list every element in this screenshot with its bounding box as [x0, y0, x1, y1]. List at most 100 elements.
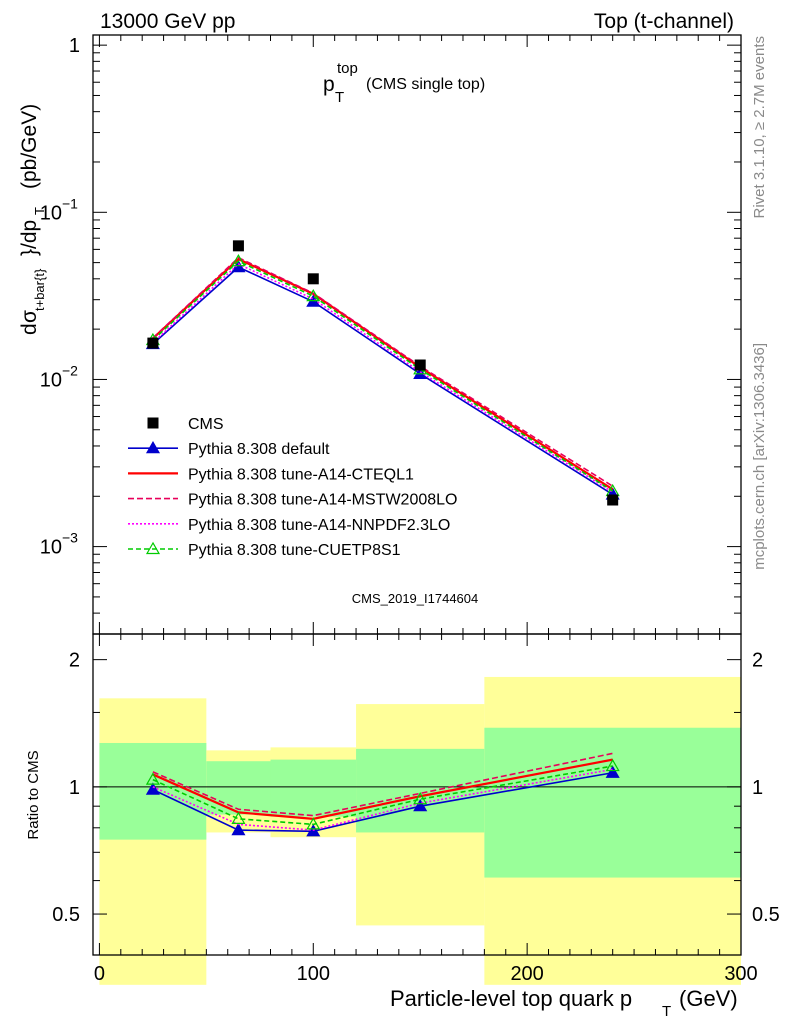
main-y-tick-label-1: 10 −1 — [40, 195, 78, 224]
header-left: 13000 GeV pp — [100, 10, 235, 33]
ylabel-sub: t+bar{t} — [32, 268, 47, 311]
ratio-series-4 — [145, 758, 620, 830]
x-tick-label-300: 300 — [724, 963, 757, 985]
ratio-series-0 — [145, 765, 620, 837]
ratio-line-3 — [152, 768, 613, 831]
ratio-y-tick-label-left-2: 0.5 — [52, 904, 80, 926]
ratio-uncertainty-bands — [93, 676, 741, 985]
legend-marker-0 — [147, 417, 159, 429]
title-sub: T — [335, 89, 344, 106]
ratio-point-0-0 — [145, 782, 160, 795]
y-axis-label: d σ t+bar{t} }/dp T (pb/GeV) — [18, 104, 47, 335]
title-note: (CMS single top) — [366, 76, 485, 93]
y-tick-exp-2: −2 — [62, 362, 78, 378]
main-axes: 110−110−210−3 — [40, 34, 742, 635]
title-main: p — [323, 73, 335, 96]
ratio-point-4-0 — [145, 772, 160, 785]
ylabel-rest: }/dp — [18, 220, 41, 256]
main-point-4-2 — [306, 288, 321, 302]
ratio-y-tick-label-left-1: 1 — [69, 777, 80, 799]
main-y-tick-label-3: 10 −3 — [40, 530, 78, 559]
title-sup: top — [337, 60, 358, 77]
main-line-2 — [152, 256, 614, 487]
header-right: Top (t-channel) — [594, 10, 734, 33]
ylabel-subT: T — [32, 207, 47, 215]
ratio-y-tick-label-right-2: 0.5 — [752, 904, 780, 926]
analysis-watermark: CMS_2019_I1744604 — [352, 591, 479, 606]
ratio-point-4-4 — [605, 758, 620, 772]
green-band-2 — [270, 759, 357, 817]
legend-entry-5: Pythia 8.308 tune-CUETP8S1 — [128, 541, 401, 559]
y-tick-base-3: 10 — [40, 537, 62, 559]
ratio-y-tick-label-right-1: 1 — [752, 777, 763, 799]
plot-title: p top T (CMS single top) — [323, 60, 485, 106]
main-plot-area — [145, 240, 620, 506]
y-tick-exp-3: −3 — [62, 530, 78, 546]
legend-entry-1: Pythia 8.308 default — [128, 440, 330, 458]
cms-point-3 — [414, 359, 426, 371]
main-series-0 — [145, 259, 620, 500]
legend-marker-1 — [145, 440, 161, 454]
mcplots-label: mcplots.cern.ch [arXiv:1306.3436] — [751, 343, 768, 570]
xlabel-unit: (GeV) — [679, 986, 738, 1011]
legend-label-5: Pythia 8.308 tune-CUETP8S1 — [188, 542, 401, 559]
legend-entry-0: CMS — [147, 416, 224, 433]
cms-point-4 — [607, 494, 619, 506]
ratio-point-0-1 — [231, 822, 246, 836]
main-line-4 — [152, 260, 614, 492]
ratio-axes: 0 100 200 300 2 2 1 1 0.5 0.5 — [52, 633, 780, 985]
legend: CMS Pythia 8.308 default Pythia 8.308 tune… — [128, 416, 457, 559]
ratio-y-tick-label-left-0: 2 — [69, 650, 80, 672]
main-y-tick-label-0: 1 — [69, 35, 80, 57]
ylabel-d: d — [18, 323, 41, 335]
ratio-point-0-4 — [605, 765, 620, 778]
rivet-label: Rivet 3.1.10, ≥ 2.7M events — [751, 36, 768, 219]
legend-entry-2: Pythia 8.308 tune-A14-CTEQL1 — [128, 466, 414, 483]
main-series-2 — [152, 256, 614, 487]
ratio-frame — [92, 633, 742, 956]
ratio-series-2 — [152, 752, 613, 817]
legend-label-4: Pythia 8.308 tune-A14-NNPDF2.3LO — [188, 517, 450, 534]
y-tick-base-0: 1 — [69, 35, 80, 57]
ratio-plot-area — [145, 752, 620, 837]
green-band-3 — [356, 748, 485, 833]
legend-label-1: Pythia 8.308 default — [188, 441, 330, 458]
xlabel-sub: T — [662, 1003, 671, 1020]
cms-point-0 — [147, 337, 159, 349]
cms-point-2 — [307, 273, 319, 285]
legend-entry-3: Pythia 8.308 tune-A14-MSTW2008LO — [128, 492, 457, 509]
ylabel-sigma: σ — [18, 310, 41, 323]
x-tick-label-100: 100 — [297, 963, 330, 985]
ylabel-unit: (pb/GeV) — [18, 104, 41, 189]
legend-marker-5 — [145, 541, 161, 555]
x-tick-label-200: 200 — [510, 963, 543, 985]
x-axis-label: Particle-level top quark p T (GeV) — [390, 986, 738, 1020]
xlabel-main: Particle-level top quark p — [390, 986, 632, 1011]
green-band-4 — [484, 727, 741, 878]
ratio-y-axis-label: Ratio to CMS — [25, 750, 42, 839]
main-point-4-1 — [231, 253, 246, 267]
ratio-line-4 — [152, 765, 613, 826]
main-line-3 — [152, 263, 614, 493]
ratio-point-4-3 — [413, 791, 428, 805]
legend-entry-4: Pythia 8.308 tune-A14-NNPDF2.3LO — [128, 517, 450, 534]
ratio-line-2 — [152, 752, 613, 817]
y-tick-base-2: 10 — [40, 369, 62, 391]
ratio-point-4-2 — [306, 817, 321, 830]
ratio-point-4-1 — [231, 811, 246, 824]
y-tick-base-1: 10 — [40, 202, 62, 224]
legend-label-2: Pythia 8.308 tune-A14-CTEQL1 — [188, 466, 414, 483]
legend-label-3: Pythia 8.308 tune-A14-MSTW2008LO — [188, 492, 457, 509]
cms-point-1 — [232, 240, 244, 252]
legend-label-0: CMS — [188, 416, 224, 433]
main-y-tick-label-2: 10 −2 — [40, 362, 78, 391]
x-tick-label-0: 0 — [94, 963, 105, 985]
green-band-1 — [206, 761, 271, 815]
y-tick-exp-1: −1 — [62, 195, 78, 211]
ratio-point-0-3 — [413, 798, 428, 812]
main-point-0-3 — [413, 366, 428, 379]
ratio-y-tick-label-right-0: 2 — [752, 650, 763, 672]
main-series-3 — [152, 263, 614, 493]
yellow-band-0 — [99, 698, 207, 985]
